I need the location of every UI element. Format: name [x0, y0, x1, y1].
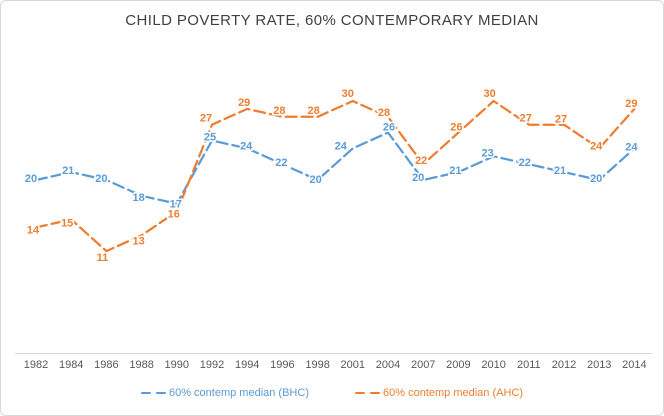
data-label-bhc: 20 — [309, 174, 321, 186]
ahc-dashed-line-icon — [355, 391, 380, 395]
data-label-bhc: 20 — [590, 173, 602, 185]
data-label-bhc: 24 — [625, 141, 638, 153]
data-label-ahc: 11 — [97, 252, 109, 264]
legend-label-bhc: 60% contemp median (BHC) — [168, 387, 309, 399]
x-axis-label: 2007 — [411, 359, 435, 371]
ahc-dash-icon — [370, 391, 380, 395]
data-label-bhc: 21 — [62, 165, 74, 177]
data-label-bhc: 26 — [383, 122, 395, 134]
x-axis-label: 1986 — [94, 359, 118, 371]
bhc-dash-icon — [155, 391, 166, 395]
data-label-ahc: 14 — [27, 224, 40, 236]
data-label-bhc: 17 — [170, 199, 182, 211]
data-label-ahc: 28 — [378, 107, 390, 119]
bhc-dashed-line-icon — [140, 391, 166, 395]
data-label-ahc: 29 — [625, 98, 637, 110]
x-axis-label: 2012 — [552, 359, 576, 371]
x-axis-label: 1984 — [59, 359, 83, 371]
data-label-bhc: 21 — [449, 165, 461, 177]
data-label-bhc: 20 — [412, 172, 424, 184]
data-label-bhc: 24 — [240, 140, 253, 152]
data-label-bhc: 18 — [132, 192, 144, 204]
data-label-ahc: 29 — [238, 97, 250, 109]
data-label-bhc: 24 — [335, 140, 348, 152]
bhc-dash-icon — [140, 391, 151, 395]
legend-label-ahc: 60% contemp median (AHC) — [383, 387, 524, 399]
data-label-bhc: 20 — [95, 173, 107, 185]
x-axis-label: 2004 — [376, 359, 400, 371]
data-label-ahc: 13 — [132, 235, 144, 247]
data-label-bhc: 22 — [275, 157, 287, 169]
data-label-ahc: 30 — [483, 88, 495, 100]
x-axis-label: 2009 — [446, 359, 470, 371]
series-line-bhc — [34, 131, 636, 205]
x-axis-label: 1982 — [24, 359, 48, 371]
data-label-ahc: 27 — [520, 113, 532, 125]
x-axis-label: 2014 — [622, 359, 646, 371]
series-line-ahc — [34, 99, 636, 253]
ahc-dash-icon — [355, 391, 365, 395]
data-label-ahc: 15 — [61, 218, 73, 230]
data-label-ahc: 28 — [307, 105, 319, 117]
data-label-bhc: 25 — [204, 132, 216, 144]
data-label-bhc: 23 — [481, 147, 493, 159]
x-axis-label: 1992 — [200, 359, 224, 371]
legend-item-ahc: 60% contemp median (AHC) — [355, 387, 523, 399]
x-axis-label: 1988 — [129, 359, 153, 371]
chart-title: CHILD POVERTY RATE, 60% CONTEMPORARY MED… — [125, 12, 539, 29]
data-label-ahc: 27 — [555, 114, 567, 126]
x-axis-label: 2010 — [481, 359, 505, 371]
data-label-ahc: 30 — [342, 88, 354, 100]
x-axis-label: 2011 — [517, 359, 541, 371]
data-label-bhc: 20 — [25, 173, 37, 185]
legend-item-bhc: 60% contemp median (BHC) — [140, 387, 309, 399]
x-axis-label: 1990 — [165, 359, 189, 371]
x-axis-label: 2013 — [587, 359, 611, 371]
data-label-ahc: 28 — [273, 105, 285, 117]
data-label-ahc: 24 — [590, 140, 603, 152]
legend: 60% contemp median (BHC) 60% contemp med… — [1, 387, 663, 399]
data-label-ahc: 22 — [415, 155, 427, 167]
x-axis-label: 1994 — [235, 359, 259, 371]
data-label-ahc: 27 — [200, 113, 212, 125]
data-label-bhc: 22 — [519, 157, 531, 169]
data-label-ahc: 26 — [450, 122, 462, 134]
data-label-bhc: 21 — [554, 165, 566, 177]
x-axis-label: 1996 — [270, 359, 294, 371]
x-axis-label: 1998 — [305, 359, 329, 371]
data-label-ahc: 16 — [168, 209, 180, 221]
x-axis-label: 2001 — [341, 359, 365, 371]
